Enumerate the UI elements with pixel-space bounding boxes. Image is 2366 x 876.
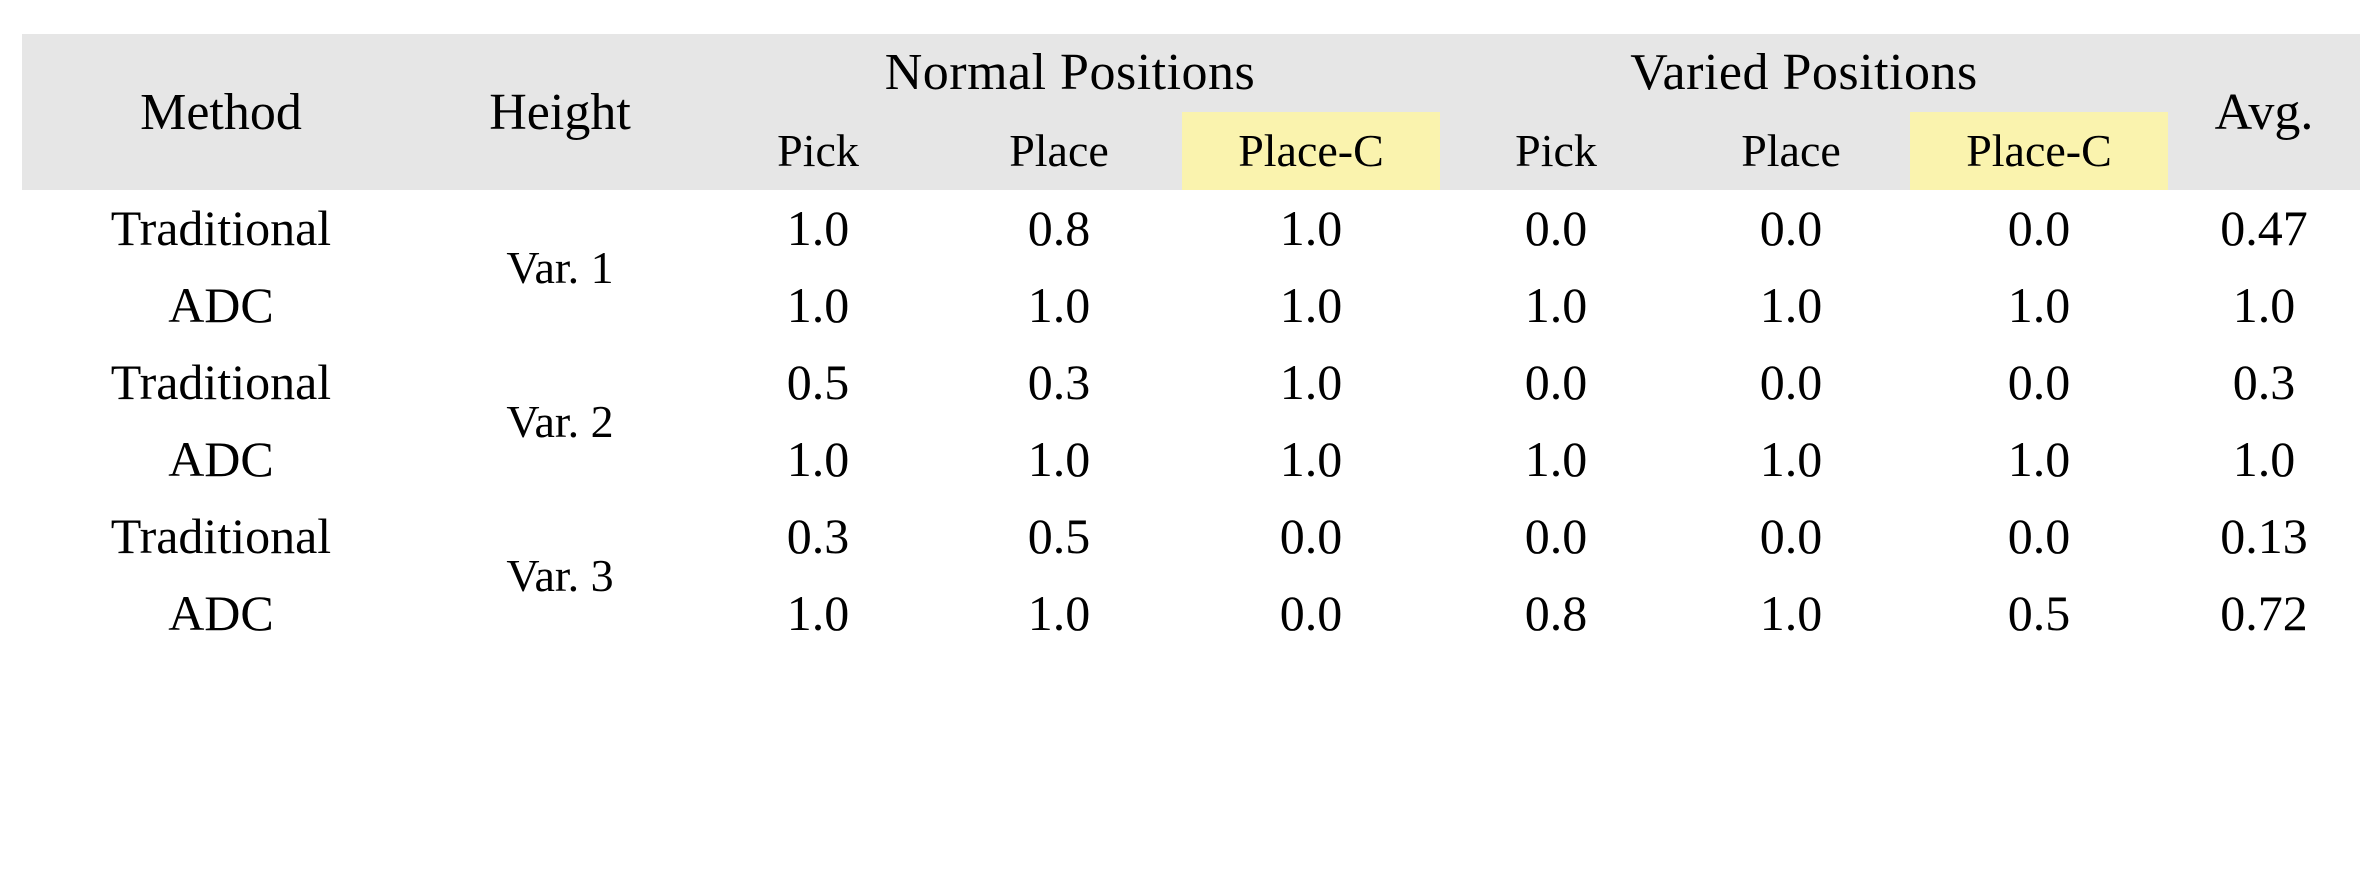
cell-varied-place-c: 1.0 <box>1910 421 2168 498</box>
cell-varied-pick: 0.0 <box>1440 498 1672 575</box>
cell-varied-pick: 1.0 <box>1440 421 1672 498</box>
cell-varied-place-c: 0.0 <box>1910 344 2168 421</box>
subcolumn-header-varied-place: Place <box>1672 112 1910 190</box>
cell-normal-place: 0.3 <box>936 344 1182 421</box>
cell-varied-place-c: 0.0 <box>1910 498 2168 575</box>
table-row: Traditional Var. 2 0.5 0.3 1.0 0.0 0.0 0… <box>22 344 2360 498</box>
cell-avg: 0.47 <box>2168 190 2360 267</box>
cell-normal-pick: 0.5 <box>700 344 936 421</box>
group-header-varied-positions: Varied Positions <box>1440 34 2168 112</box>
header-row-subcolumns: Pick Place Place-C Pick Place Place-C <box>22 112 2360 190</box>
cell-normal-place-c: 1.0 <box>1182 344 1440 421</box>
cell-normal-place-c: 1.0 <box>1182 190 1440 267</box>
cell-varied-place: 1.0 <box>1672 267 1910 344</box>
group-header-normal-positions: Normal Positions <box>700 34 1440 112</box>
column-header-avg: Avg. <box>2168 34 2360 190</box>
cell-normal-place-c: 1.0 <box>1182 421 1440 498</box>
subcolumn-header-normal-place-c: Place-C <box>1182 112 1440 190</box>
cell-method: ADC <box>22 421 420 498</box>
cell-varied-pick: 0.8 <box>1440 575 1672 652</box>
cell-avg: 1.0 <box>2168 267 2360 344</box>
cell-avg: 0.72 <box>2168 575 2360 652</box>
cell-method: Traditional <box>22 190 420 267</box>
cell-normal-place: 1.0 <box>936 267 1182 344</box>
table-row: ADC 1.0 1.0 1.0 1.0 1.0 1.0 1.0 <box>22 421 2360 498</box>
cell-varied-pick: 0.0 <box>1440 190 1672 267</box>
cell-varied-pick: 1.0 <box>1440 267 1672 344</box>
subcolumn-header-normal-place: Place <box>936 112 1182 190</box>
bottom-rule-gap <box>22 652 2360 670</box>
cell-normal-place: 0.8 <box>936 190 1182 267</box>
cell-method: ADC <box>22 575 420 652</box>
cell-normal-place: 0.5 <box>936 498 1182 575</box>
cell-method: Traditional <box>22 344 420 421</box>
cell-normal-pick: 1.0 <box>700 267 936 344</box>
header-row-groups: Method Height Normal Positions Varied Po… <box>22 34 2360 190</box>
cell-avg: 0.3 <box>2168 344 2360 421</box>
column-header-height: Height <box>420 34 700 190</box>
cell-height: Var. 3 <box>420 498 700 652</box>
cell-normal-place-c: 0.0 <box>1182 575 1440 652</box>
cell-height: Var. 1 <box>420 190 700 344</box>
cell-varied-place: 0.0 <box>1672 344 1910 421</box>
table-row: Traditional Var. 1 1.0 0.8 1.0 0.0 0.0 0… <box>22 190 2360 344</box>
cell-height: Var. 2 <box>420 344 700 498</box>
cell-varied-pick: 0.0 <box>1440 344 1672 421</box>
cell-normal-place-c: 1.0 <box>1182 267 1440 344</box>
results-table: Method Height Normal Positions Varied Po… <box>22 16 2360 670</box>
cell-varied-place: 0.0 <box>1672 498 1910 575</box>
column-header-method: Method <box>22 34 420 190</box>
cell-varied-place: 1.0 <box>1672 575 1910 652</box>
cell-normal-place: 1.0 <box>936 575 1182 652</box>
cell-varied-place-c: 1.0 <box>1910 267 2168 344</box>
cell-method: Traditional <box>22 498 420 575</box>
cell-avg: 0.13 <box>2168 498 2360 575</box>
cell-normal-pick: 0.3 <box>700 498 936 575</box>
table-row: ADC 1.0 1.0 1.0 1.0 1.0 1.0 1.0 <box>22 267 2360 344</box>
table-row: ADC 1.0 1.0 0.0 0.8 1.0 0.5 0.72 <box>22 575 2360 652</box>
subcolumn-header-varied-place-c: Place-C <box>1910 112 2168 190</box>
cell-normal-pick: 1.0 <box>700 575 936 652</box>
cell-normal-place-c: 0.0 <box>1182 498 1440 575</box>
subcolumn-header-varied-pick: Pick <box>1440 112 1672 190</box>
subcolumn-header-normal-pick: Pick <box>700 112 936 190</box>
top-rule-gap <box>22 16 2360 34</box>
table-row: Traditional Var. 3 0.3 0.5 0.0 0.0 0.0 0… <box>22 498 2360 652</box>
cell-normal-pick: 1.0 <box>700 190 936 267</box>
cell-varied-place-c: 0.5 <box>1910 575 2168 652</box>
cell-normal-place: 1.0 <box>936 421 1182 498</box>
cell-method: ADC <box>22 267 420 344</box>
cell-avg: 1.0 <box>2168 421 2360 498</box>
cell-varied-place-c: 0.0 <box>1910 190 2168 267</box>
cell-varied-place: 1.0 <box>1672 421 1910 498</box>
cell-normal-pick: 1.0 <box>700 421 936 498</box>
cell-varied-place: 0.0 <box>1672 190 1910 267</box>
results-table-container: Method Height Normal Positions Varied Po… <box>0 16 2366 876</box>
